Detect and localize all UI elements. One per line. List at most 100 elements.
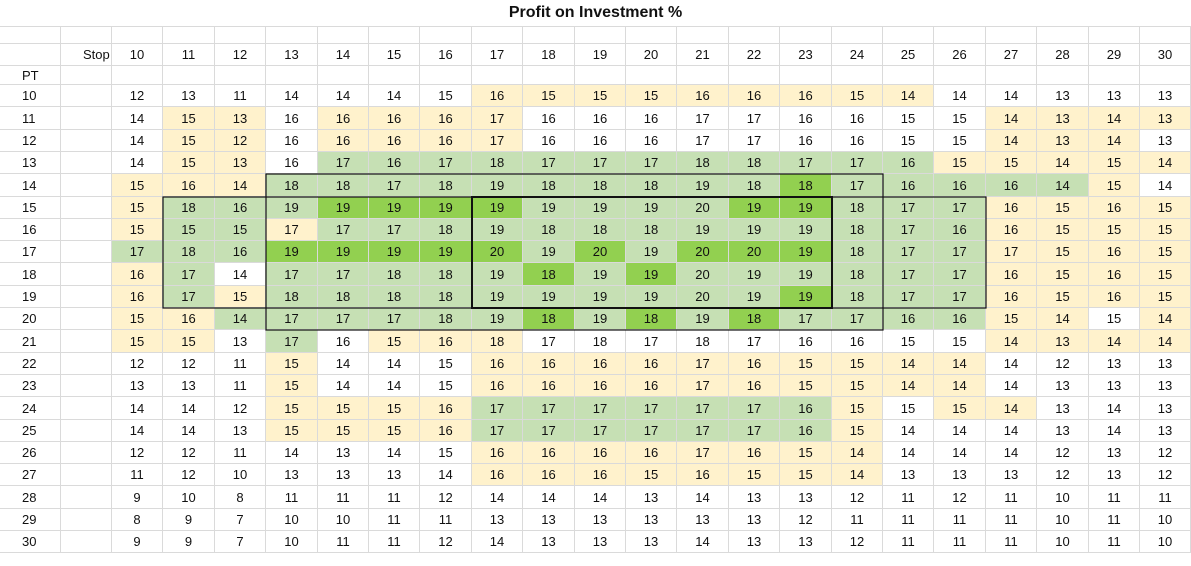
heatmap-cell: 13 [1140,420,1191,442]
heatmap-cell: 18 [163,197,215,219]
heatmap-cell: 11 [1140,486,1191,509]
heatmap-cell: 16 [266,130,318,152]
heatmap-cell: 19 [575,197,626,219]
heatmap-cell: 15 [934,152,986,174]
heatmap-cell: 18 [369,263,420,286]
heatmap-cell: 11 [215,353,266,375]
heatmap-cell: 15 [1140,241,1191,263]
heatmap-cell: 9 [163,531,215,553]
empty-cell [61,107,112,130]
empty-cell [523,26,575,44]
heatmap-cell: 16 [729,353,780,375]
heatmap-cell: 14 [883,375,934,397]
heatmap-cell: 15 [1140,286,1191,308]
stop-tick-label: 12 [215,44,266,66]
heatmap-cell: 12 [934,486,986,509]
empty-cell [163,26,215,44]
heatmap-cell: 17 [163,263,215,286]
heatmap-cell: 19 [266,241,318,263]
heatmap-cell: 17 [472,420,523,442]
heatmap-cell: 19 [729,263,780,286]
empty-cell [266,26,318,44]
heatmap-cell: 16 [523,107,575,130]
heatmap-cell: 17 [523,330,575,353]
heatmap-cell: 13 [1089,442,1140,464]
heatmap-cell: 14 [1089,397,1140,420]
heatmap-cell: 16 [420,330,472,353]
heatmap-cell: 16 [575,464,626,486]
heatmap-cell: 14 [986,130,1037,152]
heatmap-cell: 19 [472,174,523,197]
heatmap-cell: 11 [215,375,266,397]
heatmap-cell: 11 [1089,486,1140,509]
empty-cell [883,66,934,85]
heatmap-cell: 13 [575,509,626,531]
heatmap-cell: 17 [626,420,677,442]
heatmap-cell: 14 [1089,107,1140,130]
heatmap-cell: 17 [677,397,729,420]
heatmap-cell: 16 [163,174,215,197]
heatmap-cell: 16 [318,107,369,130]
heatmap-cell: 10 [1037,486,1089,509]
heatmap-cell: 19 [677,308,729,330]
heatmap-cell: 17 [729,330,780,353]
empty-cell [61,486,112,509]
heatmap-cell: 15 [934,330,986,353]
heatmap-cell: 14 [934,442,986,464]
heatmap-cell: 13 [1140,353,1191,375]
heatmap-cell: 16 [215,197,266,219]
heatmap-cell: 15 [266,397,318,420]
heatmap-cell: 16 [369,152,420,174]
heatmap-cell: 15 [575,85,626,107]
pt-tick-label: 10 [0,85,61,107]
heatmap-cell: 16 [934,219,986,241]
heatmap-cell: 18 [472,152,523,174]
stop-tick-label: 26 [934,44,986,66]
stop-tick-label: 20 [626,44,677,66]
heatmap-cell: 11 [986,531,1037,553]
heatmap-cell: 14 [318,375,369,397]
empty-cell [0,26,61,44]
heatmap-cell: 12 [420,486,472,509]
heatmap-cell: 14 [883,85,934,107]
heatmap-cell: 17 [883,286,934,308]
heatmap-cell: 13 [523,531,575,553]
heatmap-cell: 10 [266,531,318,553]
heatmap-cell: 7 [215,509,266,531]
heatmap-cell: 15 [780,353,832,375]
empty-cell [832,66,883,85]
pt-tick-label: 25 [0,420,61,442]
empty-cell [780,66,832,85]
heatmap-cell: 16 [780,330,832,353]
heatmap-cell: 16 [112,263,163,286]
heatmap-cell: 17 [266,219,318,241]
heatmap-cell: 17 [832,174,883,197]
heatmap-cell: 15 [1140,197,1191,219]
heatmap-cell: 14 [369,442,420,464]
heatmap-cell: 15 [215,286,266,308]
heatmap-cell: 16 [472,353,523,375]
empty-cell [677,26,729,44]
heatmap-cell: 17 [369,174,420,197]
heatmap-cell: 17 [677,420,729,442]
heatmap-cell: 13 [163,85,215,107]
heatmap-cell: 14 [215,308,266,330]
heatmap-cell: 14 [934,85,986,107]
heatmap-cell: 16 [934,174,986,197]
heatmap-cell: 16 [986,174,1037,197]
heatmap-cell: 16 [729,442,780,464]
heatmap-cell: 17 [729,107,780,130]
heatmap-cell: 9 [112,486,163,509]
heatmap-cell: 19 [729,219,780,241]
heatmap-cell: 15 [318,397,369,420]
heatmap-cell: 13 [883,464,934,486]
heatmap-cell: 16 [986,219,1037,241]
heatmap-cell: 16 [472,464,523,486]
heatmap-cell: 19 [626,197,677,219]
heatmap-cell: 13 [1037,130,1089,152]
pt-tick-label: 24 [0,397,61,420]
heatmap-cell: 19 [420,241,472,263]
sheet-title: Profit on Investment % [0,0,1191,27]
heatmap-cell: 12 [1037,442,1089,464]
heatmap-cell: 13 [1140,107,1191,130]
